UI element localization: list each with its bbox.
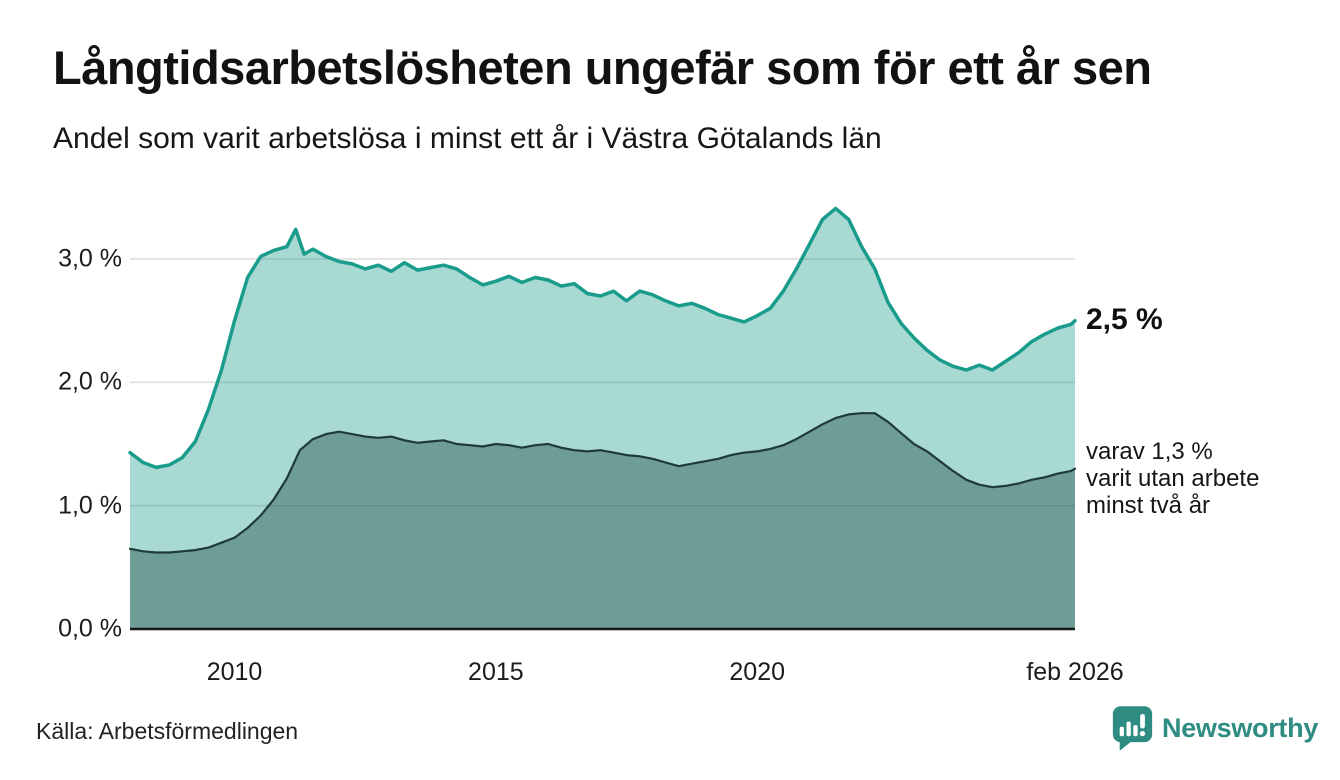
x-axis-label: feb 2026: [1026, 658, 1124, 686]
x-axis-label: 2020: [729, 658, 786, 686]
x-axis-label: 2015: [468, 658, 524, 686]
series-end-note-line: varav 1,3 %: [1086, 438, 1213, 465]
newsworthy-logo-icon: [1112, 706, 1153, 751]
series-end-note-line: minst två år: [1086, 492, 1211, 519]
y-axis-label: 1,0 %: [58, 491, 122, 520]
series-end-note-line: varit utan arbete: [1086, 465, 1260, 492]
page-title: Långtidsarbetslösheten ungefär som för e…: [53, 41, 1152, 94]
brand-logo: Newsworthy: [1112, 706, 1318, 751]
brand-wordmark: Newsworthy: [1162, 713, 1319, 743]
series-end-note: varav 1,3 % varit utan arbete minst två …: [1086, 438, 1259, 519]
y-axis-label: 0,0 %: [58, 614, 122, 643]
source-note: Källa: Arbetsförmedlingen: [36, 718, 299, 744]
chart-subtitle: Andel som varit arbetslösa i minst ett å…: [53, 122, 882, 155]
series-end-value-label: 2,5 %: [1086, 303, 1163, 336]
y-axis-label: 3,0 %: [58, 244, 122, 273]
y-axis-label: 2,0 %: [58, 367, 122, 396]
x-axis-label: 2010: [206, 658, 263, 686]
